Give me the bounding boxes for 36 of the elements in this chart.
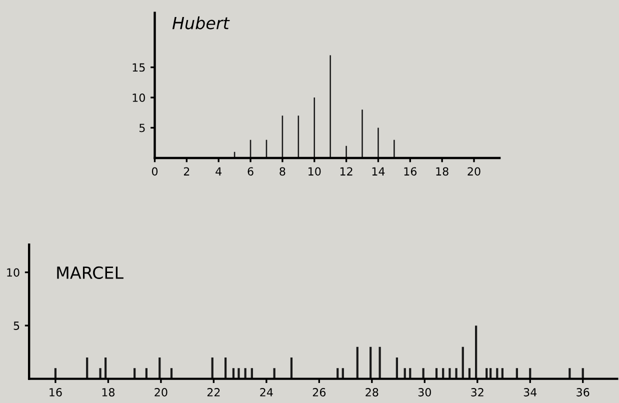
x-tick-label: 30 [418, 388, 431, 396]
bar [370, 346, 372, 379]
text: MARCEL [57, 266, 124, 279]
y-tick-label: 5 [14, 322, 20, 330]
x-tick-label: 8 [280, 167, 286, 176]
bar [99, 368, 102, 379]
x-tick-label: 22 [207, 388, 220, 396]
x-tick-label: 14 [372, 167, 385, 176]
x-tick-label: 16 [404, 167, 417, 176]
bar [475, 326, 478, 379]
x-tick-label: 6 [248, 167, 254, 176]
x-tick-label: 20 [154, 388, 168, 396]
y-tick-label: 15 [132, 63, 145, 72]
bar [378, 346, 381, 379]
x-tick-label: 0 [152, 167, 158, 176]
x-tick-label: 4 [216, 167, 222, 176]
x-tick-label: 32 [471, 388, 484, 396]
x-tick-label: 34 [524, 388, 537, 396]
chart-title: Hubert [172, 16, 230, 30]
bar [238, 368, 240, 379]
x-tick-label: 10 [308, 167, 321, 176]
x-tick-label: 28 [366, 388, 378, 396]
x-tick-label: 26 [312, 388, 326, 396]
bar [462, 346, 464, 379]
y-tick-label: 5 [140, 124, 145, 132]
x-tick-label: 18 [102, 388, 115, 396]
x-tick-label: 16 [50, 388, 62, 396]
x-tick-label: 20 [468, 167, 480, 176]
x-tick-label: 18 [436, 167, 448, 176]
x-tick-label: 24 [260, 388, 273, 396]
x-tick-label: 2 [184, 167, 190, 176]
x-tick-label: 12 [340, 167, 352, 176]
bar [455, 368, 458, 379]
bar [356, 346, 358, 379]
y-tick-label: 10 [132, 94, 145, 102]
x-tick-label: 36 [576, 388, 590, 396]
